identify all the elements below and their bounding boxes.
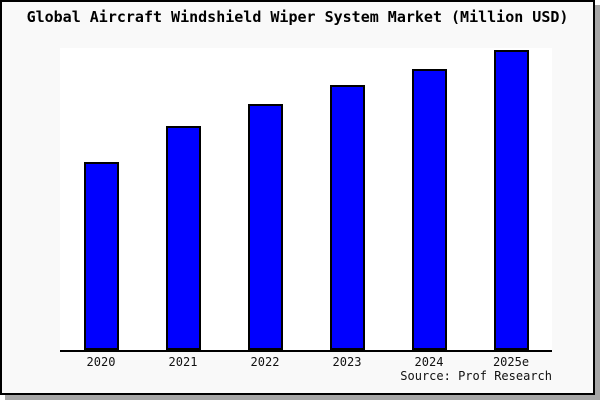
bar-slot-2020	[60, 48, 142, 350]
plot-area	[60, 48, 552, 352]
bar-slot-2021	[142, 48, 224, 350]
chart-title: Global Aircraft Windshield Wiper System …	[26, 8, 569, 26]
x-tick-2021: 2021	[168, 355, 198, 369]
bars	[60, 48, 552, 350]
bar-slot-2024	[388, 48, 470, 350]
bar-2022	[247, 104, 283, 350]
x-tick-2022: 2022	[250, 355, 280, 369]
bar-2024	[411, 69, 447, 350]
bar-slot-2023	[306, 48, 388, 350]
bar-2023	[329, 85, 365, 350]
bar-2021	[165, 126, 201, 350]
bar-2020	[83, 162, 119, 350]
x-tick-2025e: 2025e	[492, 355, 530, 369]
x-tick-2020: 2020	[86, 355, 116, 369]
source-label: Source: Prof Research	[400, 369, 552, 383]
x-tick-2023: 2023	[332, 355, 362, 369]
x-axis-ticks: 2020 2021 2022 2023 2024 2025e	[60, 355, 552, 369]
bar-slot-2025e	[470, 48, 552, 350]
bar-slot-2022	[224, 48, 306, 350]
chart-frame: Global Aircraft Windshield Wiper System …	[0, 0, 595, 395]
bar-2025e	[493, 50, 529, 350]
x-tick-2024: 2024	[414, 355, 444, 369]
